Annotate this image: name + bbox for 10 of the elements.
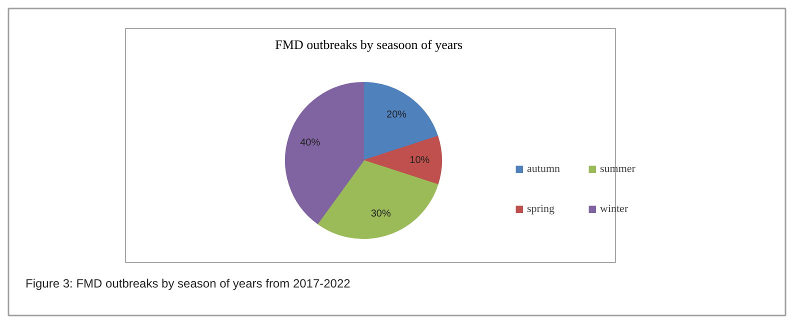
legend-label: autumn <box>527 163 560 175</box>
legend-label: spring <box>527 203 554 215</box>
data-label: 20% <box>386 110 407 121</box>
data-label: 40% <box>300 138 320 149</box>
data-label: 10% <box>410 155 430 166</box>
legend-label: winter <box>600 203 628 215</box>
data-label: 30% <box>370 208 391 220</box>
caption: Figure 3: FMD outbreaks by season of years from 2017-2022 <box>26 276 351 290</box>
chart-title: FMD outbreaks by seasoon of years <box>275 37 463 52</box>
legend-label: summer <box>600 163 636 175</box>
